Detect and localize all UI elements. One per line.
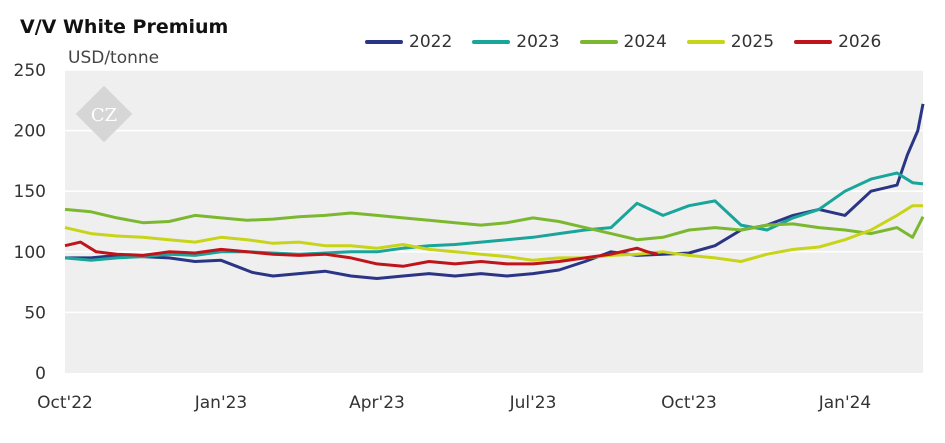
legend-item-2023: 2023	[472, 32, 560, 52]
x-tick-label: Apr'23	[349, 393, 405, 413]
cz-logo-watermark	[75, 85, 133, 143]
x-axis-ticks: Oct'22 Jan'23 Apr'23 Jul'23 Oct'23 Jan'24	[37, 393, 871, 413]
x-tick-label: Oct'23	[661, 393, 717, 413]
plot-background	[65, 70, 923, 373]
chart-title: V/V White Premium	[20, 16, 229, 38]
legend-swatch	[686, 40, 725, 44]
legend-label: 2022	[409, 32, 453, 52]
legend: 2022 2023 2024 2025 2026	[365, 32, 901, 52]
y-tick-label: 0	[35, 364, 46, 384]
legend-item-2025: 2025	[686, 32, 775, 52]
series-line-2026	[64, 240, 659, 268]
x-tick-label: Jan'24	[818, 393, 872, 413]
legend-label: 2025	[730, 32, 775, 52]
cz-logo-text: CZ	[91, 105, 117, 126]
legend-swatch	[579, 40, 618, 44]
legend-item-2022: 2022	[365, 32, 452, 52]
y-axis-unit-label: USD/tonne	[68, 48, 160, 68]
series-lines	[64, 103, 925, 280]
x-tick-label: Jan'23	[194, 393, 248, 413]
y-tick-label: 50	[24, 303, 46, 323]
series-line-2025	[64, 204, 923, 263]
legend-swatch	[472, 40, 511, 44]
y-tick-label: 100	[14, 243, 46, 263]
y-tick-label: 150	[14, 182, 46, 202]
y-tick-label: 200	[14, 122, 46, 142]
legend-item-2026: 2026	[794, 32, 881, 52]
legend-label: 2026	[838, 32, 882, 52]
y-tick-label: 250	[14, 61, 46, 81]
legend-swatch	[794, 40, 833, 44]
y-axis-ticks: 0 50 100 150 200 250	[14, 61, 46, 384]
series-line-2023	[64, 171, 924, 262]
x-tick-label: Jul'23	[509, 393, 557, 413]
legend-label: 2024	[623, 32, 667, 52]
legend-item-2024: 2024	[579, 32, 667, 52]
series-line-2024	[64, 207, 925, 242]
legend-label: 2023	[516, 32, 560, 52]
x-tick-label: Oct'22	[37, 393, 93, 413]
legend-swatch	[365, 40, 403, 44]
